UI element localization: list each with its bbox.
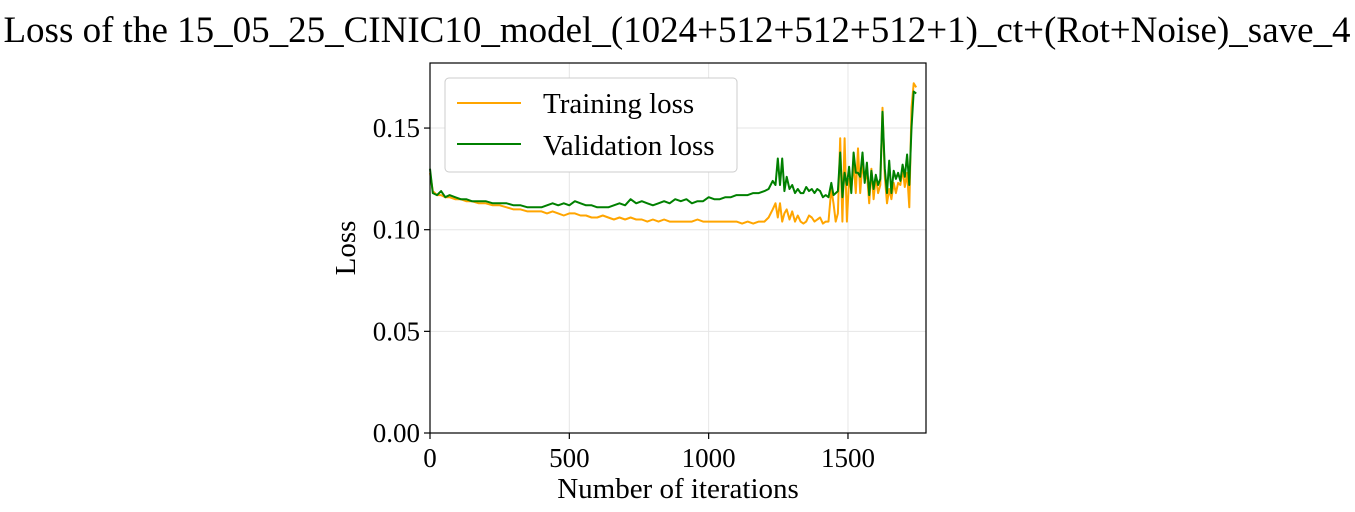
y-tick-label: 0.00 [373,418,420,448]
data-series [429,82,918,225]
x-tick-label: 1000 [682,443,736,473]
x-tick-label: 500 [549,443,590,473]
legend-label-training: Training loss [543,88,694,120]
legend-label-validation: Validation loss [543,130,715,162]
x-ticks: 0 500 1000 1500 [423,433,875,473]
legend: Training loss Validation loss [444,77,738,173]
x-axis-label: Number of iterations [557,473,799,505]
y-ticks: 0.00 0.05 0.10 0.15 [373,113,430,448]
y-tick-label: 0.15 [373,113,420,143]
validation-loss-line [429,90,917,209]
chart-title: Loss of the 15_05_25_CINIC10_model_(1024… [3,10,1350,51]
legend-box [444,77,738,173]
x-tick-label: 0 [423,443,437,473]
y-axis-label: Loss [330,221,362,276]
x-tick-label: 1500 [821,443,875,473]
y-tick-label: 0.10 [373,215,420,245]
plot-frame [429,62,927,434]
y-tick-label: 0.05 [373,316,420,346]
